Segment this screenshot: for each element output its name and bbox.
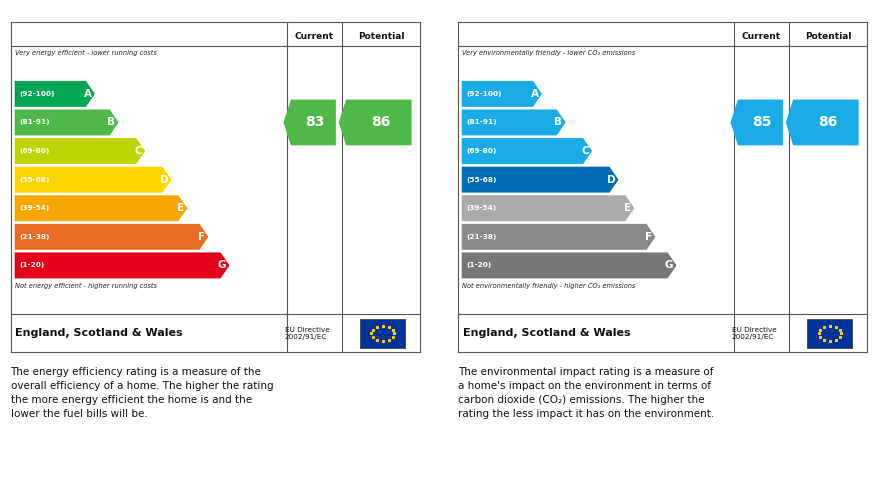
Text: 85: 85: [752, 115, 771, 130]
Text: The energy efficiency rating is a measure of the
overall efficiency of a home. T: The energy efficiency rating is a measur…: [11, 367, 273, 419]
Text: E: E: [177, 203, 184, 213]
Text: D: D: [606, 175, 615, 185]
Text: D: D: [159, 175, 168, 185]
Text: E: E: [624, 203, 631, 213]
Polygon shape: [283, 100, 336, 145]
Text: (21-38): (21-38): [466, 234, 497, 240]
Text: B: B: [554, 117, 562, 128]
Polygon shape: [786, 100, 859, 145]
Text: (69-80): (69-80): [19, 148, 50, 154]
Text: B: B: [107, 117, 115, 128]
Text: (21-38): (21-38): [19, 234, 50, 240]
Text: C: C: [581, 146, 589, 156]
Text: (55-68): (55-68): [466, 176, 497, 182]
Text: Energy Efficiency Rating: Energy Efficiency Rating: [17, 2, 219, 17]
Text: (81-91): (81-91): [19, 119, 50, 125]
Polygon shape: [15, 81, 95, 107]
Polygon shape: [15, 252, 230, 279]
Text: (39-54): (39-54): [466, 205, 497, 211]
Polygon shape: [462, 224, 656, 250]
Text: Very environmentally friendly - lower CO₂ emissions: Very environmentally friendly - lower CO…: [462, 50, 635, 56]
Polygon shape: [15, 167, 172, 193]
Text: Current: Current: [742, 32, 781, 40]
Text: Not environmentally friendly - higher CO₂ emissions: Not environmentally friendly - higher CO…: [462, 283, 635, 289]
Text: A: A: [531, 89, 539, 99]
Text: EU Directive
2002/91/EC: EU Directive 2002/91/EC: [285, 327, 329, 340]
Text: (92-100): (92-100): [19, 91, 55, 97]
Polygon shape: [462, 195, 634, 221]
Text: The environmental impact rating is a measure of
a home's impact on the environme: The environmental impact rating is a mea…: [458, 367, 714, 419]
Text: (1-20): (1-20): [19, 262, 45, 268]
Polygon shape: [462, 167, 619, 193]
Polygon shape: [462, 109, 566, 136]
Text: England, Scotland & Wales: England, Scotland & Wales: [16, 328, 183, 339]
Polygon shape: [15, 224, 209, 250]
Text: 83: 83: [304, 115, 324, 130]
Text: F: F: [198, 232, 205, 242]
Polygon shape: [15, 138, 145, 164]
Text: EU Directive
2002/91/EC: EU Directive 2002/91/EC: [732, 327, 776, 340]
FancyBboxPatch shape: [808, 319, 853, 348]
Text: Potential: Potential: [357, 32, 404, 40]
Text: Very energy efficient - lower running costs: Very energy efficient - lower running co…: [15, 50, 157, 56]
Polygon shape: [462, 81, 542, 107]
Polygon shape: [15, 195, 187, 221]
Text: A: A: [84, 89, 92, 99]
FancyBboxPatch shape: [361, 319, 406, 348]
Polygon shape: [339, 100, 412, 145]
Text: G: G: [217, 260, 226, 271]
Text: (39-54): (39-54): [19, 205, 50, 211]
Text: England, Scotland & Wales: England, Scotland & Wales: [463, 328, 630, 339]
Text: 86: 86: [818, 115, 838, 130]
Text: (1-20): (1-20): [466, 262, 492, 268]
Text: (55-68): (55-68): [19, 176, 50, 182]
Text: G: G: [664, 260, 673, 271]
Text: (92-100): (92-100): [466, 91, 502, 97]
Text: (69-80): (69-80): [466, 148, 497, 154]
Text: Current: Current: [295, 32, 334, 40]
Polygon shape: [15, 109, 119, 136]
Text: Potential: Potential: [804, 32, 851, 40]
Text: F: F: [645, 232, 652, 242]
Polygon shape: [462, 138, 592, 164]
Text: 86: 86: [371, 115, 391, 130]
Text: Environmental Impact (CO₂) Rating: Environmental Impact (CO₂) Rating: [464, 2, 753, 17]
Text: Not energy efficient - higher running costs: Not energy efficient - higher running co…: [15, 283, 157, 289]
Text: (81-91): (81-91): [466, 119, 497, 125]
Polygon shape: [462, 252, 677, 279]
Text: C: C: [134, 146, 142, 156]
Polygon shape: [730, 100, 783, 145]
